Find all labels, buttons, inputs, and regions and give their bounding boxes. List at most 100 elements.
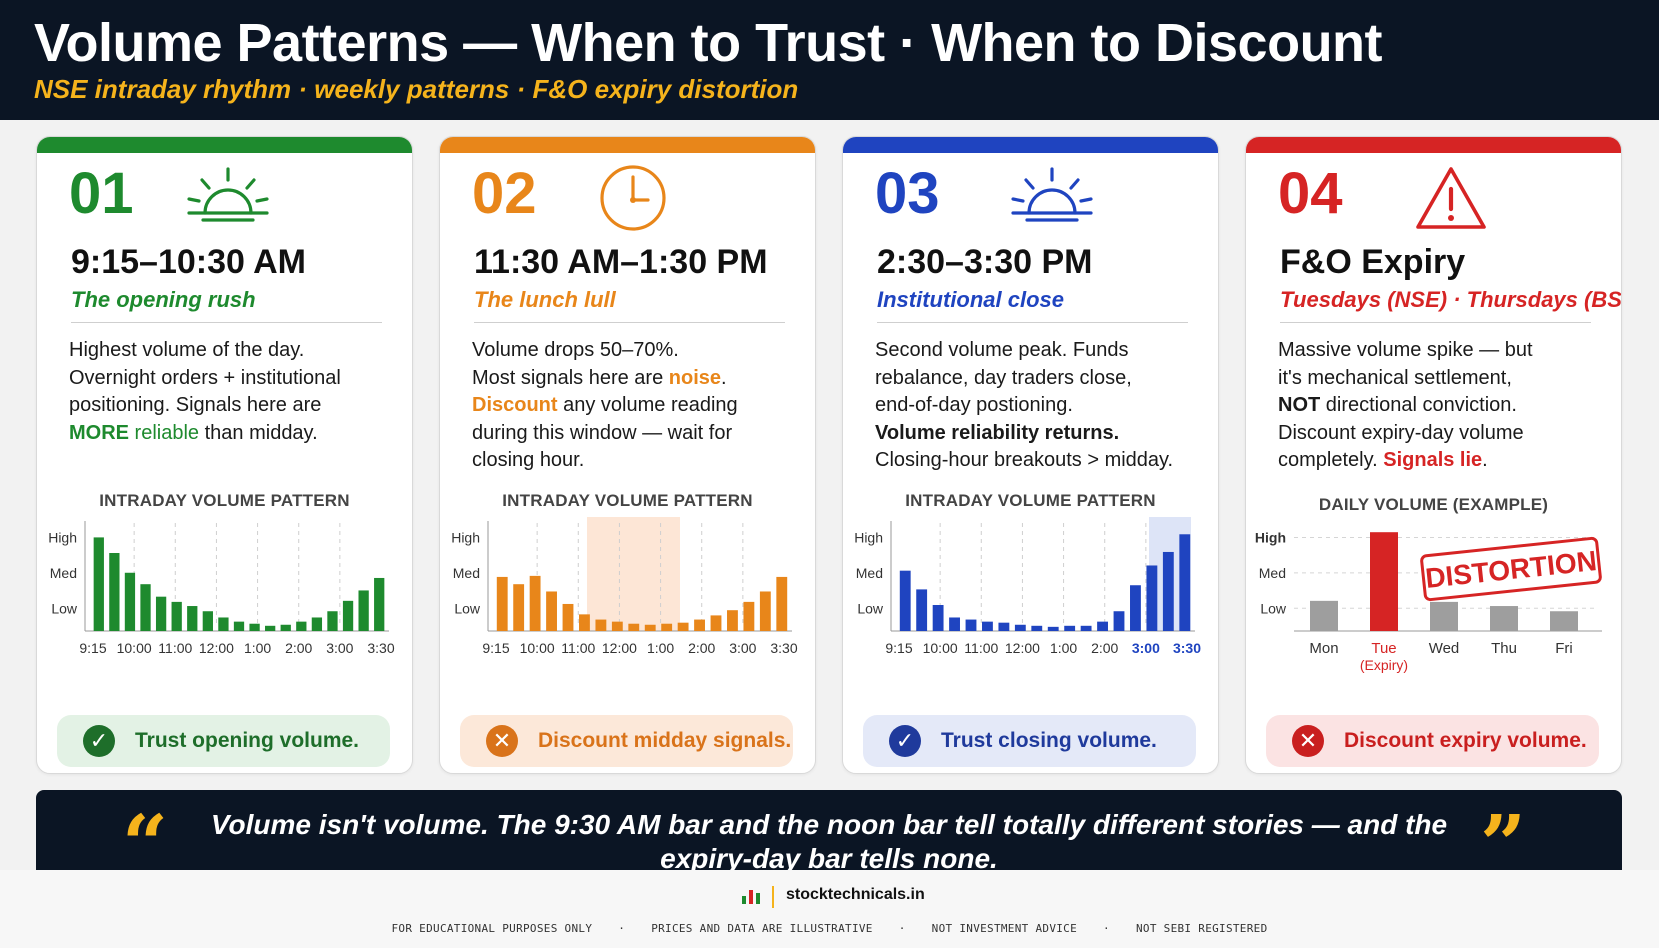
stamp-border xyxy=(1420,536,1602,602)
bar xyxy=(1113,611,1125,631)
body-text: than midday. xyxy=(199,421,318,444)
body-text: Most signals here are xyxy=(472,366,669,389)
body-text: Second volume peak. Funds xyxy=(875,339,1129,361)
card-divider xyxy=(474,322,785,323)
bar xyxy=(171,601,182,631)
bar xyxy=(187,606,198,631)
x-tick-label: 3:00 xyxy=(729,640,756,656)
verdict-text: Discount midday signals. xyxy=(538,729,792,752)
bar xyxy=(358,590,369,631)
verdict-text: Discount expiry volume. xyxy=(1344,729,1587,752)
card-institutional-close: 03 2:30–3:30 PM Institutional close Seco… xyxy=(842,136,1219,774)
bar xyxy=(296,621,307,631)
bar xyxy=(109,553,120,631)
body-line: Second volume peak. Funds xyxy=(875,337,1215,365)
verdict-pill: ✓ Trust closing volume. xyxy=(863,715,1196,767)
intraday-volume-chart: High Med Low 9:15 10:00 11:00 12:00 1:00 2:00 3:0… xyxy=(48,521,395,656)
bar xyxy=(965,619,977,631)
card-top-bar xyxy=(843,137,1218,153)
disclaimer-item: NOT INVESTMENT ADVICE xyxy=(931,922,1078,935)
brand-name[interactable]: stocktechnicals.in xyxy=(786,886,925,903)
body-text: NOT xyxy=(1278,394,1321,416)
page-title: Volume Patterns — When to Trust · When t… xyxy=(34,13,1383,73)
x-tick-label: 2:00 xyxy=(688,640,715,656)
card-time: 11:30 AM–1:30 PM xyxy=(474,243,768,281)
body-line: during this window — wait for xyxy=(472,420,812,448)
x-tick-label: Wed xyxy=(1429,640,1460,657)
bar xyxy=(562,603,574,631)
bar xyxy=(496,576,508,631)
body-text: directional conviction. xyxy=(1320,394,1517,416)
check-circle-icon: ✓ xyxy=(889,725,921,757)
body-text: positioning. Signals here are xyxy=(69,394,322,416)
card-tagline: The lunch lull xyxy=(474,287,616,312)
x-tick-label: 12:00 xyxy=(602,640,637,656)
bar xyxy=(727,610,738,631)
check-circle-icon: ✓ xyxy=(83,725,115,757)
card-body: Volume drops 50–70%. Most signals here ar… xyxy=(472,337,812,475)
body-text: end-of-day postioning. xyxy=(875,394,1073,416)
bar xyxy=(998,622,1010,631)
body-text: Overnight orders + institutional xyxy=(69,366,341,389)
bar xyxy=(579,614,590,631)
bar xyxy=(233,621,245,631)
x-tick-label: 10:00 xyxy=(923,640,958,656)
body-text: Volume reliability returns. xyxy=(875,421,1120,444)
x-tick-label: 11:00 xyxy=(158,640,192,656)
card-tagline: Tuesdays (NSE) · Thursdays (BSE) xyxy=(1280,287,1622,312)
y-tick-label: Med xyxy=(50,565,77,581)
body-line: end-of-day postioning. xyxy=(875,392,1215,420)
bar xyxy=(1097,621,1108,631)
bar xyxy=(759,591,771,631)
bar xyxy=(1130,585,1141,631)
body-line: NOT directional conviction. xyxy=(1278,392,1618,420)
body-text: reliable xyxy=(129,421,200,444)
body-text: . xyxy=(1482,449,1488,471)
bar xyxy=(1370,532,1398,631)
y-tick-label: Low xyxy=(857,600,884,616)
card-number: 01 xyxy=(69,161,134,226)
clock-icon xyxy=(600,165,666,231)
x-tick-label: Tue xyxy=(1371,640,1396,657)
bar xyxy=(513,584,525,631)
bar xyxy=(661,623,673,631)
x-tick-label: 1:00 xyxy=(244,640,271,656)
y-tick-label: High xyxy=(451,530,480,546)
y-tick-label: Med xyxy=(1259,565,1286,581)
card-divider xyxy=(1280,322,1591,323)
disclaimer-item: PRICES AND DATA ARE ILLUSTRATIVE xyxy=(651,922,873,935)
x-tick-label: 9:15 xyxy=(885,640,912,656)
body-text: MORE xyxy=(69,421,129,444)
x-tick-label: Mon xyxy=(1309,640,1338,657)
card-body: Highest volume of the day. Overnight orde… xyxy=(69,337,409,447)
bar xyxy=(529,575,541,631)
bar xyxy=(644,624,656,631)
disclaimer-line: FOR EDUCATIONAL PURPOSES ONLY · PRICES AND… xyxy=(0,922,1659,935)
x-circle-icon: ✕ xyxy=(486,725,518,757)
x-tick-label: 1:00 xyxy=(647,640,674,656)
bar xyxy=(1179,534,1191,631)
y-tick-label: High xyxy=(854,530,883,546)
bar xyxy=(1064,625,1076,631)
bar xyxy=(1490,606,1518,631)
body-text: during this window — wait for xyxy=(472,421,733,444)
x-circle-icon: ✕ xyxy=(1292,725,1324,757)
x-tick-note: (Expiry) xyxy=(1360,657,1408,673)
close-quote-mark: ” xyxy=(1480,797,1527,870)
body-line: Highest volume of the day. xyxy=(69,337,409,365)
y-tick-label: High xyxy=(48,530,77,546)
x-tick-label: 3:30 xyxy=(770,640,797,656)
body-line: it's mechanical settlement, xyxy=(1278,365,1618,393)
bar xyxy=(280,624,291,631)
chart-title: INTRADAY VOLUME PATTERN xyxy=(905,491,1156,510)
x-tick-label: 11:00 xyxy=(964,640,998,656)
card-time: 2:30–3:30 PM xyxy=(877,243,1093,281)
bar xyxy=(342,600,354,631)
verdict-text: Trust closing volume. xyxy=(941,729,1157,752)
x-tick-label: 10:00 xyxy=(520,640,555,656)
card-body: Massive volume spike — but it's mechanica… xyxy=(1278,337,1618,475)
bar xyxy=(916,589,928,631)
card-number: 03 xyxy=(875,161,940,226)
bar xyxy=(694,619,705,631)
x-tick-label: 11:00 xyxy=(561,640,595,656)
